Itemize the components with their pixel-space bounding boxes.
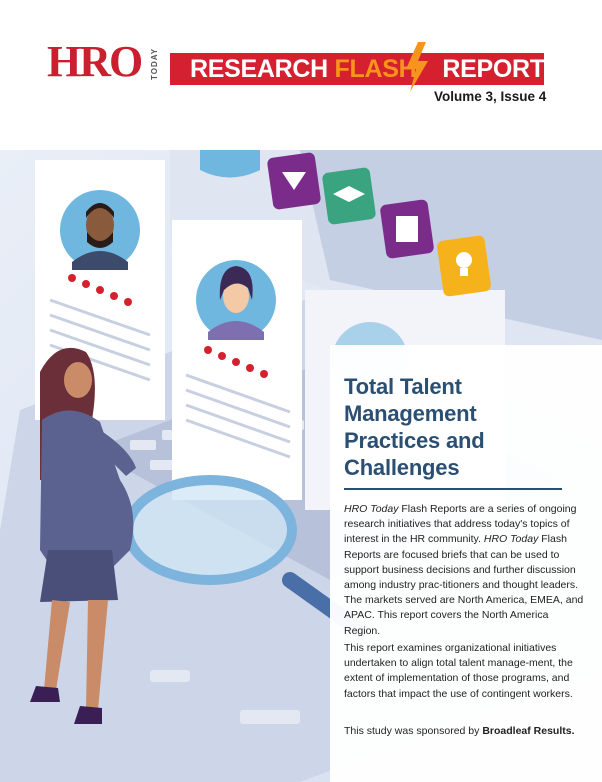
intro-text-a: Flash Reports are a series of ongoing re… <box>344 503 577 546</box>
sponsor-paragraph: This study was sponsored by Broadleaf Re… <box>344 724 584 739</box>
volume-issue: Volume 3, Issue 4 <box>434 89 547 104</box>
businesswoman-figure <box>30 347 136 724</box>
banner-research: RESEARCH <box>190 55 335 83</box>
intro-text-b: Flash Reports are focused briefs that ca… <box>344 533 584 637</box>
banner-report: REPORT <box>442 55 545 83</box>
logo-hro: HRO <box>47 37 143 86</box>
publication-name: HRO Today <box>344 503 399 515</box>
banner-flash: FLASH <box>334 55 417 83</box>
resume-card-center <box>172 220 302 500</box>
report-banner <box>170 53 544 85</box>
article-title: Total Talent Management Practices and Ch… <box>344 374 485 480</box>
article-card <box>330 345 602 782</box>
scope-paragraph: This report examines organizational init… <box>344 642 573 700</box>
resume-card-left <box>35 160 165 420</box>
report-header: HRO TODAY RESEARCH FLASH REPORT Volume 3,… <box>0 0 602 150</box>
sponsor-text: This study was sponsored by <box>344 725 483 737</box>
title-divider <box>344 488 562 490</box>
lightning-bolt-icon <box>406 42 428 92</box>
intro-paragraph: HRO Today Flash Reports are a series of … <box>344 502 584 639</box>
app-icons <box>200 150 491 297</box>
publication-name: HRO Today <box>483 533 539 546</box>
logo-today: TODAY <box>150 47 159 81</box>
sponsor-name: Broadleaf Results. <box>482 725 575 737</box>
banner-title: RESEARCH FLASH REPORT <box>190 55 545 83</box>
